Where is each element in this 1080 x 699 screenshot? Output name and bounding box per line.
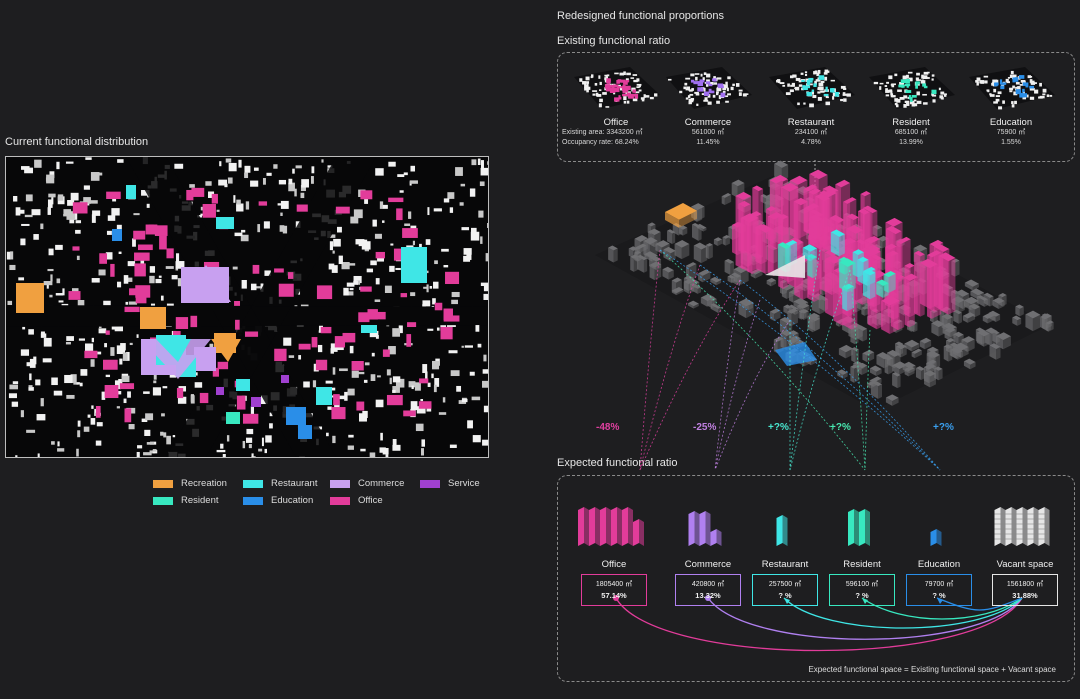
existing-area: Existing area: 3343200 ㎡ xyxy=(562,129,643,136)
legend-item-resident: Resident xyxy=(153,495,219,506)
legend-swatch xyxy=(243,496,263,505)
expected-item-name: Vacant space xyxy=(996,559,1054,570)
expected-value-box: 1561800 ㎡ 31.88% xyxy=(992,574,1058,606)
existing-item-name: Resident xyxy=(892,117,930,128)
occupancy-rate: 1.55% xyxy=(1001,139,1021,146)
existing-item-commerce: Commerce 561000 ㎡ 11.45% xyxy=(658,63,758,148)
change-label: +?% xyxy=(768,422,789,433)
legend-label: Education xyxy=(271,495,314,506)
legend-item-recreation: Recreation xyxy=(153,478,227,489)
existing-item-name: Office xyxy=(603,117,629,128)
expected-building-icon xyxy=(848,509,870,546)
expected-value-box: 257500 ㎡ ? % xyxy=(752,574,818,606)
existing-area: 561000 ㎡ xyxy=(691,129,725,136)
existing-item-name: Restaurant xyxy=(787,117,835,128)
change-label: -48% xyxy=(596,422,620,433)
functional-distribution-map xyxy=(5,156,489,458)
expected-item-office: Office 1805400 ㎡ 57.14% xyxy=(574,494,654,606)
occupancy-rate: 13.99% xyxy=(899,139,923,146)
existing-item-office: Office Existing area: 3343200 ㎡ Occupancy … xyxy=(562,63,670,148)
expected-rate: 13.32% xyxy=(695,591,721,600)
legend-swatch xyxy=(243,479,263,488)
expected-area: 420800 ㎡ xyxy=(691,581,725,588)
expected-value-box: 79700 ㎡ ? % xyxy=(906,574,972,606)
redesigned-title: Redesigned functional proportions xyxy=(557,10,724,22)
existing-area: 685100 ㎡ xyxy=(894,129,928,136)
legend-item-education: Education xyxy=(243,495,313,506)
expected-ratio-title: Expected functional ratio xyxy=(557,457,678,469)
expected-rate: 31.88% xyxy=(1012,591,1038,600)
isometric-model xyxy=(595,160,1054,410)
expected-value-box: 596100 ㎡ ? % xyxy=(829,574,895,606)
legend-item-restaurant: Restaurant xyxy=(243,478,317,489)
legend-item-service: Service xyxy=(420,478,480,489)
existing-item-name: Education xyxy=(989,117,1033,128)
expected-building-icon xyxy=(688,511,722,546)
expected-item-name: Commerce xyxy=(684,559,732,570)
change-label: +?% xyxy=(830,422,851,433)
existing-mini-map-commerce xyxy=(666,67,752,109)
existing-area: 234100 ㎡ xyxy=(794,129,828,136)
expected-item-commerce: Commerce 420800 ㎡ 13.32% xyxy=(668,494,748,606)
expected-building-icon xyxy=(578,507,644,546)
legend-label: Resident xyxy=(181,495,219,506)
expected-item-name: Office xyxy=(601,559,627,570)
legend-item-commerce: Commerce xyxy=(330,478,404,489)
expected-item-restaurant: Restaurant 257500 ㎡ ? % xyxy=(745,494,825,606)
existing-item-name: Commerce xyxy=(684,117,732,128)
expected-item-resident: Resident 596100 ㎡ ? % xyxy=(822,494,902,606)
expected-item-name: Education xyxy=(917,559,961,570)
change-label: -25% xyxy=(693,422,717,433)
expected-item-name: Restaurant xyxy=(761,559,809,570)
expected-area: 79700 ㎡ xyxy=(924,581,954,588)
existing-item-resident: Resident 685100 ㎡ 13.99% xyxy=(861,63,961,148)
legend-label: Recreation xyxy=(181,478,227,489)
expected-area: 596100 ㎡ xyxy=(845,581,879,588)
occupancy-rate: 11.45% xyxy=(696,139,720,146)
existing-mini-map-resident xyxy=(869,67,955,109)
expected-item-vacant-space: Vacant space 1561800 ㎡ 31.88% xyxy=(985,494,1065,606)
legend-label: Office xyxy=(358,495,383,506)
legend-label: Commerce xyxy=(358,478,405,489)
existing-mini-map-education xyxy=(969,67,1055,110)
occupancy-rate: Occupancy rate: 68.24% xyxy=(562,139,639,146)
existing-mini-map-restaurant xyxy=(769,67,855,109)
expected-item-name: Resident xyxy=(843,559,881,570)
legend-swatch xyxy=(330,479,350,488)
function-legend: Recreation Restaurant Commerce Service Resid… xyxy=(153,478,493,518)
expected-building-icon xyxy=(994,507,1050,546)
expected-item-education: Education 79700 ㎡ ? % xyxy=(899,494,979,606)
expected-rate: ? % xyxy=(932,591,946,600)
legend-swatch xyxy=(153,496,173,505)
expected-rate: ? % xyxy=(855,591,869,600)
current-distribution-title: Current functional distribution xyxy=(5,136,149,148)
existing-area: 75900 ㎡ xyxy=(996,129,1026,136)
legend-label: Restaurant xyxy=(271,478,318,489)
expected-ratio-panel: Expected functional space = Existing fun… xyxy=(557,475,1075,682)
legend-label: Service xyxy=(448,478,480,489)
existing-ratio-panel: Office Existing area: 3343200 ㎡ Occupancy … xyxy=(557,52,1075,162)
expected-rate: ? % xyxy=(778,591,792,600)
expected-area: 1805400 ㎡ xyxy=(595,581,633,588)
expected-value-box: 1805400 ㎡ 57.14% xyxy=(581,574,647,606)
expected-rate: 57.14% xyxy=(601,591,627,600)
existing-item-restaurant: Restaurant 234100 ㎡ 4.78% xyxy=(761,63,861,148)
legend-item-office: Office xyxy=(330,495,383,506)
expected-value-box: 420800 ㎡ 13.32% xyxy=(675,574,741,606)
expected-area: 257500 ㎡ xyxy=(768,581,802,588)
expected-building-icon xyxy=(930,529,942,546)
expected-area: 1561800 ㎡ xyxy=(1006,581,1044,588)
formula-note: Expected functional space = Existing fun… xyxy=(808,665,1056,674)
legend-swatch xyxy=(420,479,440,488)
expected-building-icon xyxy=(776,515,788,546)
existing-ratio-title: Existing functional ratio xyxy=(557,35,671,47)
existing-mini-map-office xyxy=(574,67,660,109)
existing-item-education: Education 75900 ㎡ 1.55% xyxy=(961,63,1061,148)
legend-swatch xyxy=(153,479,173,488)
legend-swatch xyxy=(330,496,350,505)
change-label: +?% xyxy=(933,422,954,433)
occupancy-rate: 4.78% xyxy=(801,139,821,146)
